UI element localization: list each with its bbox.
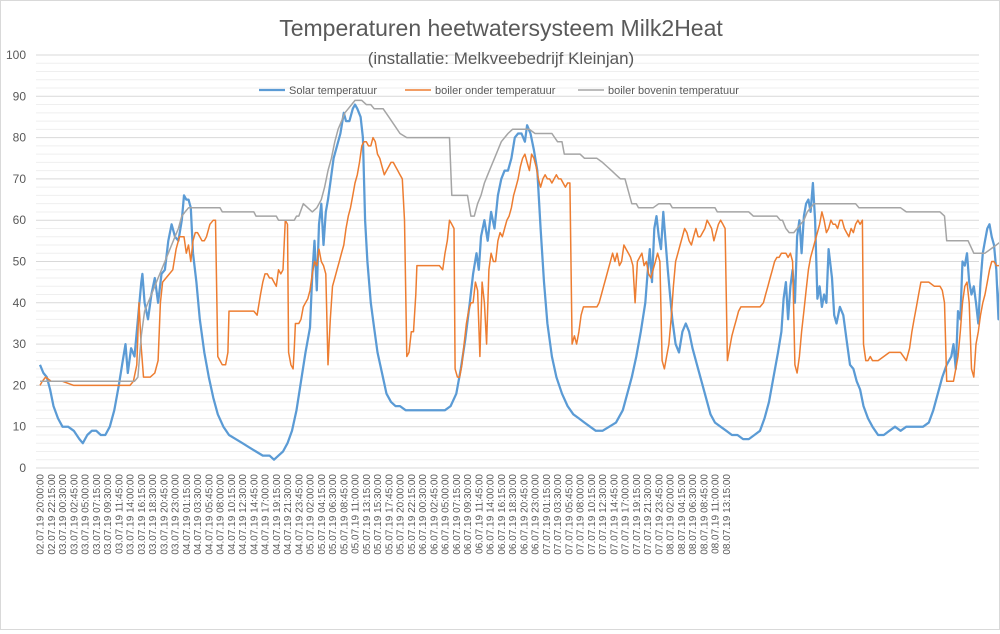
x-tick-label: 05.07.19 17:45:00 (384, 474, 395, 555)
x-tick-label: 04.07.19 17:00:00 (261, 474, 272, 555)
x-tick-label: 08.07.19 02:00:00 (666, 474, 677, 555)
x-tick-label: 03.07.19 09:30:00 (103, 474, 114, 555)
x-tick-label: 06.07.19 00:30:00 (418, 474, 429, 555)
x-tick-label: 02.07.19 22:15:00 (47, 474, 58, 555)
legend-label: boiler onder temperatuur (435, 85, 556, 97)
x-tick-label: 06.07.19 07:15:00 (452, 474, 463, 555)
x-tick-label: 04.07.19 12:30:00 (238, 474, 249, 555)
x-tick-label: 06.07.19 18:30:00 (508, 474, 519, 555)
x-tick-label: 05.07.19 06:30:00 (328, 474, 339, 555)
x-tick-label: 07.07.19 17:00:00 (621, 474, 632, 555)
x-tick-label: 04.07.19 14:45:00 (249, 474, 260, 555)
x-tick-label: 05.07.19 04:15:00 (317, 474, 328, 555)
x-tick-label: 07.07.19 03:30:00 (553, 474, 564, 555)
x-tick-label: 04.07.19 08:00:00 (216, 474, 227, 555)
x-tick-label: 07.07.19 21:30:00 (643, 474, 654, 555)
x-tick-label: 03.07.19 02:45:00 (69, 474, 80, 555)
legend-label: Solar temperatuur (289, 85, 377, 97)
chart-title: Temperaturen heetwatersysteem Milk2Heat (279, 15, 723, 41)
x-tick-label: 07.07.19 10:15:00 (587, 474, 598, 555)
x-tick-label: 06.07.19 20:45:00 (519, 474, 530, 555)
y-tick-label: 90 (13, 89, 27, 103)
x-tick-label: 05.07.19 15:30:00 (373, 474, 384, 555)
y-tick-label: 50 (13, 255, 27, 269)
x-tick-label: 06.07.19 02:45:00 (429, 474, 440, 555)
x-tick-label: 03.07.19 14:00:00 (126, 474, 137, 555)
x-tick-label: 07.07.19 08:00:00 (576, 474, 587, 555)
x-tick-label: 03.07.19 16:15:00 (137, 474, 148, 555)
x-tick-label: 04.07.19 19:15:00 (272, 474, 283, 555)
x-tick-label: 08.07.19 04:15:00 (677, 474, 688, 555)
x-tick-label: 07.07.19 14:45:00 (609, 474, 620, 555)
y-tick-label: 40 (13, 296, 27, 310)
x-tick-label: 08.07.19 06:30:00 (688, 474, 699, 555)
x-tick-label: 06.07.19 14:00:00 (486, 474, 497, 555)
y-tick-label: 100 (6, 48, 26, 62)
x-tick-label: 07.07.19 01:15:00 (542, 474, 553, 555)
y-tick-label: 0 (19, 461, 26, 475)
x-tick-label: 03.07.19 20:45:00 (159, 474, 170, 555)
y-tick-label: 10 (13, 420, 27, 434)
x-tick-label: 05.07.19 11:00:00 (351, 474, 362, 554)
series-line-2 (39, 136, 1000, 387)
x-tick-label: 07.07.19 19:15:00 (632, 474, 643, 555)
x-tick-label: 04.07.19 01:15:00 (182, 474, 193, 555)
x-tick-label: 03.07.19 18:30:00 (148, 474, 159, 555)
series-line-3 (40, 99, 1000, 383)
x-tick-label: 04.07.19 05:45:00 (204, 474, 215, 555)
y-tick-label: 70 (13, 172, 27, 186)
x-tick-label: 07.07.19 12:30:00 (598, 474, 609, 555)
x-tick-label: 05.07.19 22:15:00 (407, 474, 418, 555)
x-tick-label: 07.07.19 05:45:00 (564, 474, 575, 555)
x-tick-label: 08.07.19 13:15:00 (722, 474, 733, 555)
x-tick-label: 06.07.19 23:00:00 (531, 474, 542, 555)
x-tick-label: 05.07.19 13:15:00 (362, 474, 373, 555)
x-tick-label: 06.07.19 09:30:00 (463, 474, 474, 555)
x-tick-label: 06.07.19 05:00:00 (441, 474, 452, 555)
x-tick-label: 04.07.19 10:15:00 (227, 474, 238, 555)
x-tick-label: 03.07.19 07:15:00 (92, 474, 103, 555)
x-tick-label: 04.07.19 21:30:00 (283, 474, 294, 555)
x-tick-label: 06.07.19 11:45:00 (474, 474, 485, 554)
x-tick-label: 08.07.19 11:00:00 (711, 474, 722, 554)
y-tick-label: 30 (13, 337, 27, 351)
x-tick-label: 04.07.19 03:30:00 (193, 474, 204, 555)
y-tick-label: 20 (13, 378, 27, 392)
x-tick-label: 03.07.19 23:00:00 (171, 474, 182, 555)
x-tick-label: 03.07.19 11:45:00 (114, 474, 125, 554)
legend-label: boiler bovenin temperatuur (608, 85, 739, 97)
x-tick-label: 05.07.19 20:00:00 (396, 474, 407, 555)
x-tick-label: 03.07.19 05:00:00 (81, 474, 92, 555)
x-tick-label: 05.07.19 08:45:00 (339, 474, 350, 555)
x-tick-label: 05.07.19 02:00:00 (306, 474, 317, 555)
y-tick-label: 60 (13, 213, 27, 227)
x-tick-label: 04.07.19 23:45:00 (294, 474, 305, 555)
x-tick-label: 08.07.19 08:45:00 (699, 474, 710, 555)
x-tick-label: 02.07.19 20:00:00 (36, 474, 47, 555)
x-tick-label: 07.07.19 23:45:00 (654, 474, 665, 555)
y-tick-label: 80 (13, 131, 27, 145)
x-tick-label: 03.07.19 00:30:00 (58, 474, 69, 555)
series-line-1 (38, 103, 1000, 461)
x-tick-label: 06.07.19 16:15:00 (497, 474, 508, 555)
chart-subtitle: (installatie: Melkveebedrijf Kleinjan) (368, 49, 634, 68)
